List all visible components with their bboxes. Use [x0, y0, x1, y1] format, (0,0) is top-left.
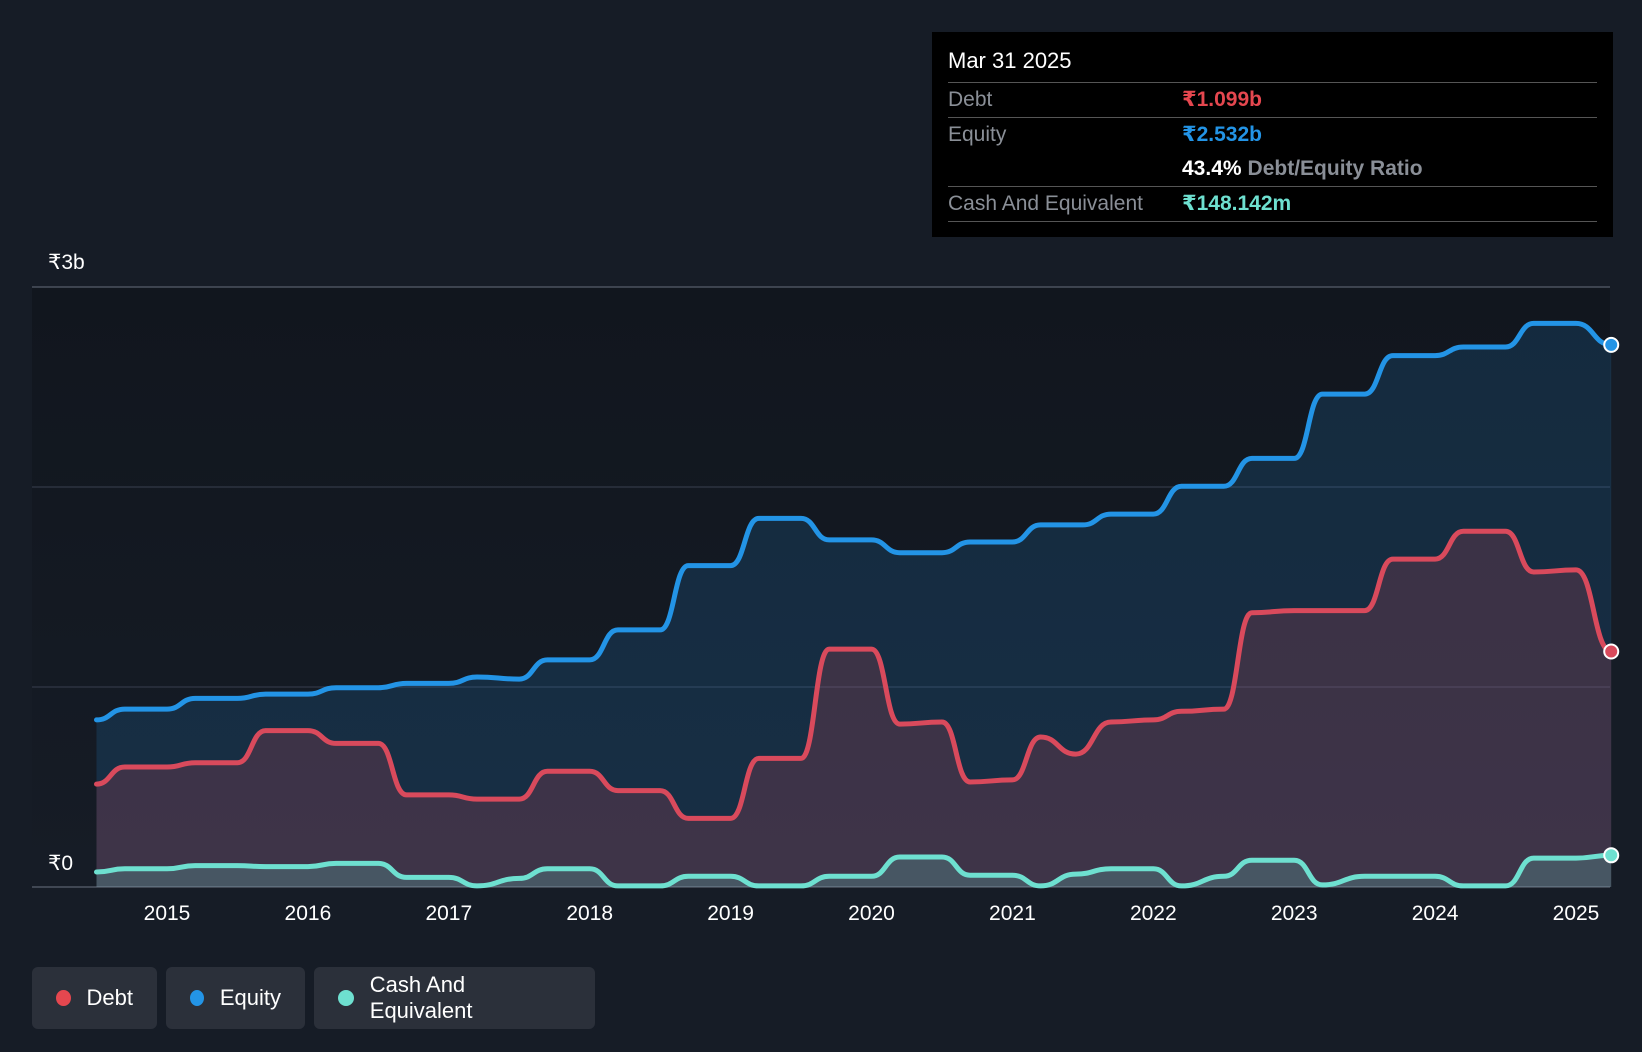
legend-item-cash[interactable]: Cash And Equivalent [314, 967, 595, 1029]
legend-dot-debt-icon [56, 990, 71, 1006]
tooltip-ratio-value: 43.4% [1182, 157, 1242, 180]
series-line-cash-and-equivalent [94, 852, 1614, 889]
legend-item-equity[interactable]: Equity [166, 967, 305, 1029]
series-line-debt [94, 528, 1614, 821]
legend-dot-equity-icon [190, 990, 204, 1006]
tooltip-cash-label: Cash And Equivalent [948, 192, 1143, 215]
x-tick-label: 2015 [144, 902, 191, 925]
tooltip-debt-label: Debt [948, 88, 993, 111]
area-debt [96, 531, 1612, 887]
x-tick-label: 2018 [566, 902, 613, 925]
tooltip-ratio-label: Debt/Equity Ratio [1247, 157, 1423, 180]
end-marker-equity [1603, 336, 1620, 353]
x-tick-label: 2016 [285, 902, 332, 925]
tooltip-equity-value: ₹2.532b [1182, 123, 1262, 146]
legend-item-debt[interactable]: Debt [32, 967, 157, 1029]
area-equity [96, 323, 1612, 887]
end-marker-debt [1603, 643, 1620, 660]
y-tick-label-top: ₹3b [48, 251, 85, 274]
tooltip-panel: Mar 31 2025 Debt ₹1.099b Equity ₹2.532b … [932, 32, 1613, 237]
tooltip-row-debt: Debt ₹1.099b [948, 83, 1597, 118]
x-tick-label: 2024 [1412, 902, 1459, 925]
x-tick-label: 2022 [1130, 902, 1177, 925]
tooltip-date: Mar 31 2025 [948, 46, 1597, 83]
chart-legend: Debt Equity Cash And Equivalent [32, 967, 604, 1029]
tooltip-row-cash: Cash And Equivalent ₹148.142m [948, 187, 1597, 222]
tooltip-debt-value: ₹1.099b [1182, 88, 1262, 111]
end-marker-cash-and-equivalent [1603, 847, 1620, 864]
tooltip-cash-value: ₹148.142m [1182, 192, 1292, 215]
x-tick-label: 2023 [1271, 902, 1318, 925]
tooltip-row-equity: Equity ₹2.532b [948, 118, 1597, 152]
tooltip-row-ratio: 43.4% Debt/Equity Ratio [948, 152, 1597, 187]
x-tick-label: 2025 [1553, 902, 1600, 925]
tooltip-equity-label: Equity [948, 123, 1007, 146]
area-cash-and-equivalent [96, 855, 1612, 887]
tooltip-ratio: 43.4% Debt/Equity Ratio [1182, 152, 1423, 186]
x-tick-label: 2019 [707, 902, 754, 925]
legend-dot-cash-icon [338, 990, 354, 1006]
x-tick-label: 2017 [425, 902, 472, 925]
legend-label-cash: Cash And Equivalent [369, 972, 473, 1023]
x-tick-label: 2020 [848, 902, 895, 925]
series-line-equity [94, 320, 1614, 723]
legend-label-debt: Debt [86, 985, 133, 1010]
x-tick-label: 2021 [989, 902, 1036, 925]
plot-background [32, 287, 1610, 887]
y-tick-label-bottom: ₹0 [48, 852, 73, 875]
legend-label-equity: Equity [219, 985, 281, 1010]
